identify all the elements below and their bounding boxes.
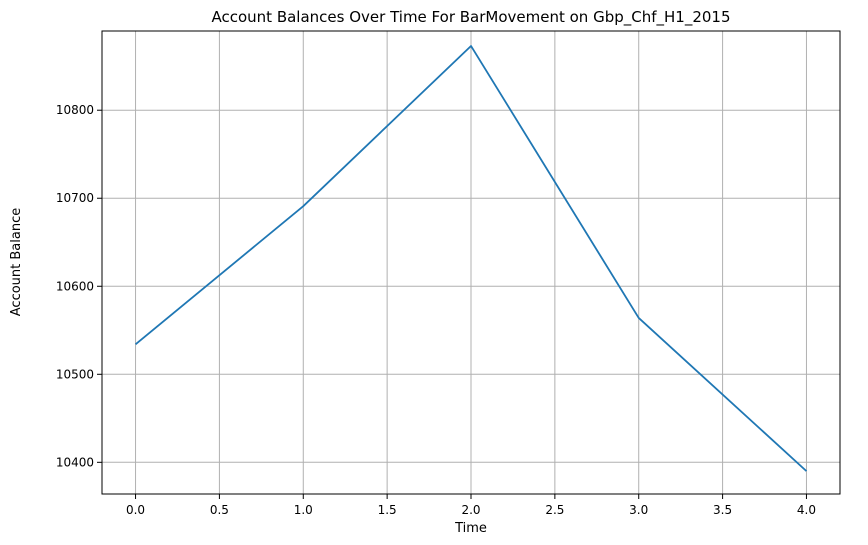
- series-line: [134, 45, 808, 472]
- x-tick-label: 1.5: [378, 503, 397, 517]
- series-layer: [134, 45, 808, 472]
- x-tick-label: 0.0: [126, 503, 145, 517]
- x-tick-label: 0.5: [210, 503, 229, 517]
- x-axis-label: Time: [454, 521, 487, 536]
- chart-title: Account Balances Over Time For BarMoveme…: [211, 8, 730, 27]
- x-tick-label: 1.0: [294, 503, 313, 517]
- y-tick-label: 10500: [56, 367, 94, 381]
- x-axis: 0.0 0.5 1.0 1.5 2.0 2.5 3.0 3.5 4.0: [126, 494, 816, 517]
- y-axis-label: Account Balance: [9, 208, 24, 316]
- y-tick-label: 10600: [56, 279, 94, 293]
- y-tick-label: 10700: [56, 191, 94, 205]
- y-tick-label: 10800: [56, 103, 94, 117]
- x-tick-label: 2.5: [545, 503, 564, 517]
- x-tick-label: 3.0: [629, 503, 648, 517]
- y-tick-label: 10400: [56, 455, 94, 469]
- x-tick-label: 4.0: [797, 503, 816, 517]
- x-tick-label: 3.5: [713, 503, 732, 517]
- y-axis: 10400 10500 10600 10700 10800: [56, 103, 102, 469]
- x-gridlines: [135, 31, 807, 494]
- plot-area: [101, 30, 841, 495]
- y-gridlines: [102, 109, 840, 463]
- x-tick-label: 2.0: [461, 503, 480, 517]
